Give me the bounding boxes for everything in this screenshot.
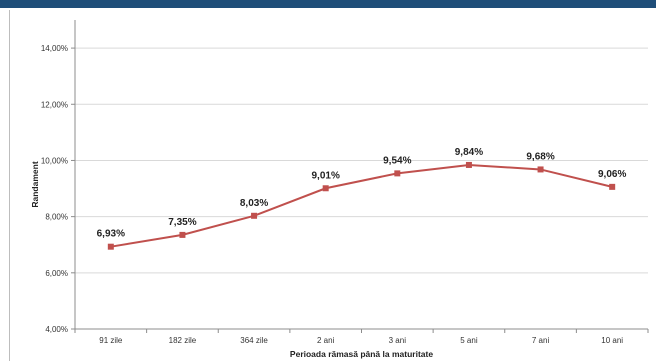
data-label: 9,68% (526, 151, 554, 162)
data-label: 9,84% (455, 147, 483, 158)
top-border-bar (0, 0, 656, 8)
gridlines (75, 47, 648, 274)
x-tick-label: 364 zile (240, 336, 268, 345)
data-point-marker (537, 166, 544, 173)
axes (71, 20, 649, 333)
x-tick-label: 91 zile (99, 336, 123, 345)
data-point-marker (394, 170, 401, 177)
x-tick-label: 10 ani (601, 336, 623, 345)
series-line (107, 161, 616, 250)
series-line-path (110, 163, 613, 248)
data-label: 9,06% (598, 169, 626, 180)
x-axis-tick-labels: 91 zile 182 zile 364 zile 2 ani 3 ani 5 ani 7 … (99, 336, 623, 345)
left-divider-line (9, 10, 10, 361)
data-point-marker (251, 212, 258, 219)
data-label: 9,54% (383, 155, 411, 166)
y-tick-label: 10,00% (41, 156, 68, 165)
y-axis-title: Randament (30, 161, 40, 207)
data-labels: 6,93% 7,35% 8,03% 9,01% 9,54% 9,84% 9,68% 9,06% (97, 147, 627, 240)
x-tick-label: 2 ani (317, 336, 335, 345)
x-tick-label: 3 ani (389, 336, 407, 345)
data-label: 9,01% (312, 170, 340, 181)
data-point-marker (322, 185, 329, 192)
y-tick-label: 12,00% (41, 100, 68, 109)
data-point-marker (609, 183, 616, 190)
data-label: 7,35% (168, 217, 196, 228)
x-axis-title: Perioada rămasă până la maturitate (290, 349, 433, 359)
y-tick-label: 14,00% (41, 44, 68, 53)
x-tick-label: 182 zile (169, 336, 197, 345)
data-point-marker (465, 161, 472, 168)
y-tick-label: 4,00% (45, 325, 68, 334)
data-label: 6,93% (97, 229, 125, 240)
y-axis-tick-labels: 4,00% 6,00% 8,00% 10,00% 12,00% 14,00% (41, 44, 68, 334)
data-point-marker (107, 243, 114, 250)
y-tick-label: 8,00% (45, 213, 68, 222)
x-tick-label: 5 ani (460, 336, 478, 345)
x-tick-label: 7 ani (532, 336, 550, 345)
data-point-marker (179, 231, 186, 238)
data-label: 8,03% (240, 198, 268, 209)
y-tick-label: 6,00% (45, 269, 68, 278)
